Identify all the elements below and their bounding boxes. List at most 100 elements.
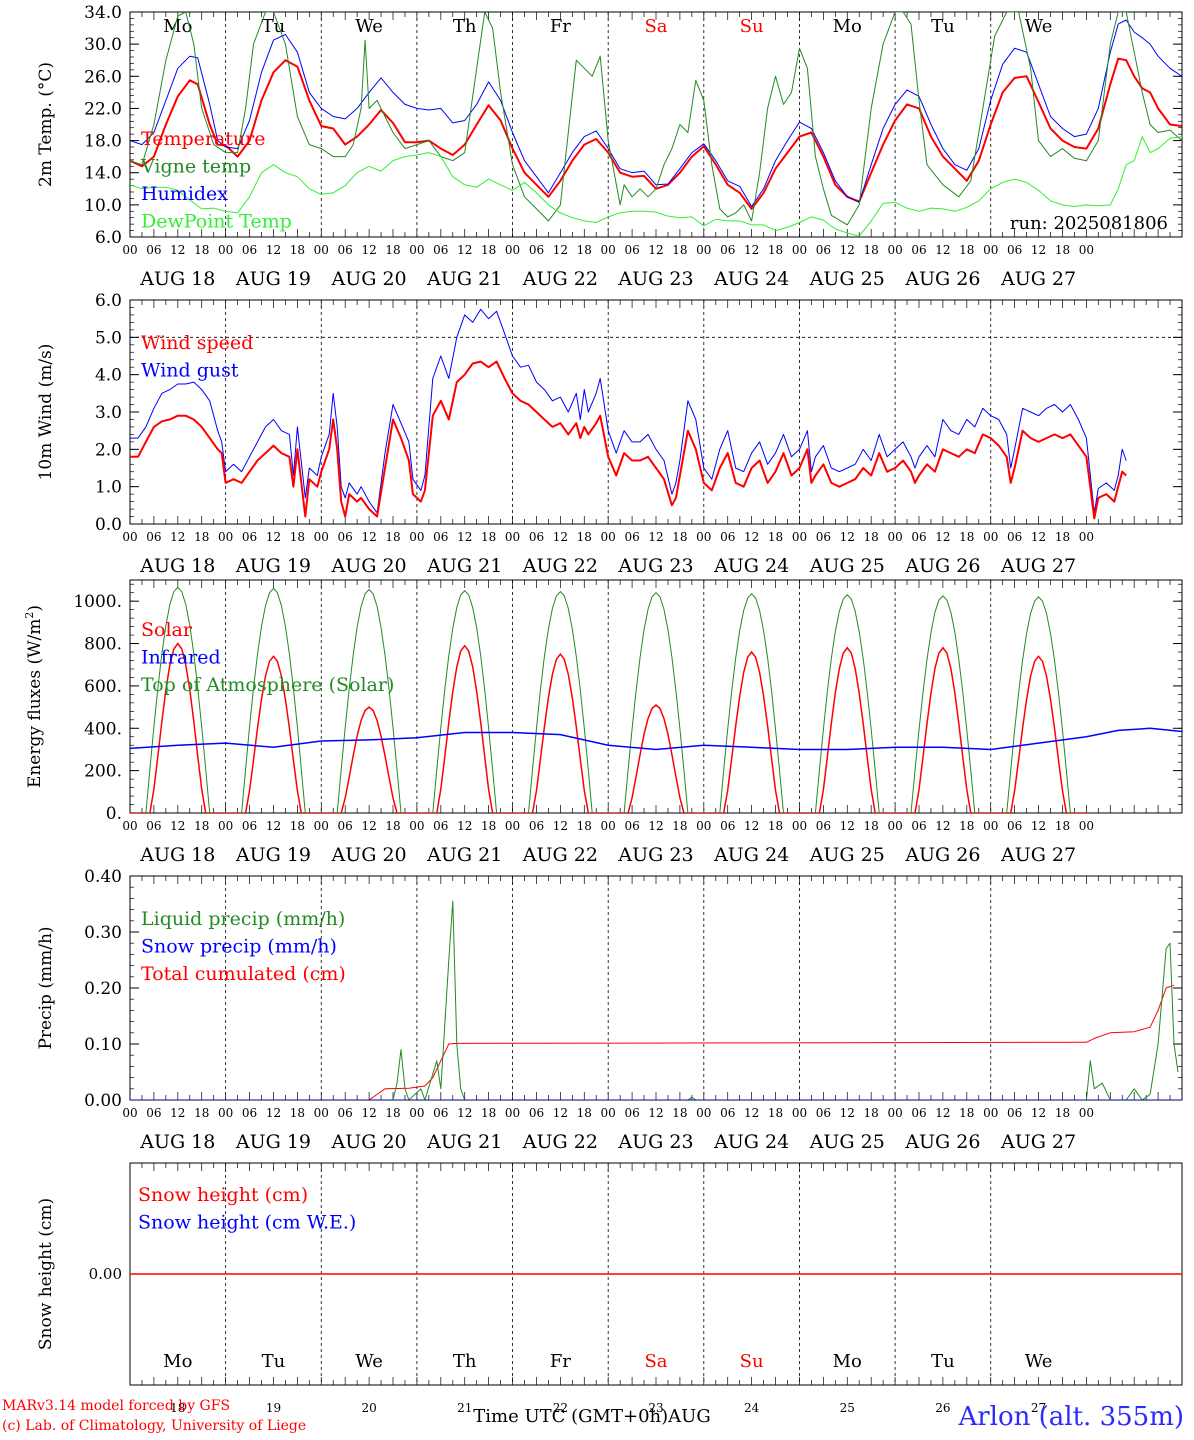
day-number-label: 22 bbox=[553, 1401, 568, 1415]
hour-label: 00 bbox=[696, 243, 711, 257]
hour-label: 18 bbox=[672, 1106, 687, 1120]
hour-label: 12 bbox=[361, 1106, 376, 1120]
date-label: AUG 21 bbox=[426, 555, 502, 577]
hour-label: 12 bbox=[553, 819, 568, 833]
date-label: AUG 19 bbox=[235, 555, 311, 577]
hour-label: 18 bbox=[864, 530, 879, 544]
credit-line-2: (c) Lab. of Climatology, University of L… bbox=[2, 1418, 307, 1434]
hour-label: 18 bbox=[577, 819, 592, 833]
weekday-label: Th bbox=[453, 1351, 477, 1372]
hour-label: 12 bbox=[266, 819, 281, 833]
hour-label: 06 bbox=[720, 819, 735, 833]
hour-label: 06 bbox=[720, 243, 735, 257]
date-label: AUG 19 bbox=[235, 268, 311, 290]
date-label: AUG 24 bbox=[713, 844, 789, 866]
legend-entry: Temperature bbox=[141, 128, 265, 150]
date-label: AUG 23 bbox=[617, 555, 693, 577]
date-label: AUG 26 bbox=[904, 268, 980, 290]
hour-label: 12 bbox=[361, 243, 376, 257]
hour-label: 18 bbox=[672, 243, 687, 257]
hour-label: 06 bbox=[911, 1106, 926, 1120]
y-tick-label: 3.0 bbox=[95, 403, 122, 423]
hour-label: 18 bbox=[1055, 530, 1070, 544]
hour-label: 00 bbox=[218, 243, 233, 257]
hour-label: 06 bbox=[624, 819, 639, 833]
legend-entry: Top of Atmosphere (Solar) bbox=[141, 674, 394, 696]
hour-label: 12 bbox=[744, 819, 759, 833]
hour-label: 00 bbox=[792, 243, 807, 257]
hour-label: 12 bbox=[935, 243, 950, 257]
series-line bbox=[130, 57, 1182, 210]
toa-solar-line bbox=[130, 586, 1087, 813]
weekday-label: Tu bbox=[931, 16, 955, 37]
y-axis-title: Energy fluxes (W/m2) bbox=[23, 605, 45, 788]
date-label: AUG 27 bbox=[1000, 555, 1076, 577]
hour-label: 12 bbox=[840, 819, 855, 833]
hour-label: 12 bbox=[553, 243, 568, 257]
y-tick-label: 0.00 bbox=[84, 1091, 122, 1111]
series-line bbox=[130, 308, 1127, 514]
y-tick-label: 2.0 bbox=[95, 440, 122, 460]
hour-label: 06 bbox=[146, 819, 161, 833]
hour-label: 06 bbox=[242, 243, 257, 257]
weekday-label: We bbox=[1025, 16, 1053, 37]
weekday-label: Tu bbox=[262, 1351, 286, 1372]
hour-label: 12 bbox=[648, 243, 663, 257]
hour-label: 00 bbox=[505, 530, 520, 544]
hour-label: 06 bbox=[242, 1106, 257, 1120]
y-tick-label: 5.0 bbox=[95, 328, 122, 348]
hour-label: 06 bbox=[816, 1106, 831, 1120]
date-label: AUG 24 bbox=[713, 1131, 789, 1153]
hour-label: 06 bbox=[1007, 819, 1022, 833]
hour-label: 18 bbox=[1055, 1106, 1070, 1120]
hour-label: 06 bbox=[529, 819, 544, 833]
y-tick-label: 800. bbox=[84, 635, 122, 655]
hour-label: 06 bbox=[338, 530, 353, 544]
series-group bbox=[130, 308, 1127, 520]
hour-label: 06 bbox=[816, 243, 831, 257]
series-line bbox=[130, 136, 1182, 237]
legend-entry: Total cumulated (cm) bbox=[141, 963, 346, 985]
date-label: AUG 21 bbox=[426, 1131, 502, 1153]
hour-label: 06 bbox=[911, 530, 926, 544]
hour-label: 00 bbox=[887, 819, 902, 833]
hour-label: 18 bbox=[481, 819, 496, 833]
day-number-label: 21 bbox=[457, 1401, 472, 1415]
hour-label: 12 bbox=[553, 1106, 568, 1120]
hour-label: 00 bbox=[792, 1106, 807, 1120]
hour-label: 18 bbox=[1055, 819, 1070, 833]
y-tick-label: 14.0 bbox=[84, 164, 122, 184]
hour-label: 18 bbox=[290, 819, 305, 833]
hour-label: 18 bbox=[864, 243, 879, 257]
weekday-label: Mo bbox=[833, 16, 862, 37]
series-line bbox=[130, 19, 1182, 207]
hour-label: 06 bbox=[433, 819, 448, 833]
hour-label: 12 bbox=[648, 530, 663, 544]
hour-label: 12 bbox=[266, 243, 281, 257]
date-label: AUG 20 bbox=[331, 555, 407, 577]
legend-entry: Infrared bbox=[141, 647, 221, 669]
hour-label: 18 bbox=[672, 819, 687, 833]
legend-entry: Snow precip (mm/h) bbox=[141, 936, 337, 958]
day-number-label: 25 bbox=[840, 1401, 855, 1415]
hour-label: 06 bbox=[529, 1106, 544, 1120]
hour-label: 12 bbox=[361, 819, 376, 833]
hour-label: 12 bbox=[1031, 819, 1046, 833]
hour-label: 18 bbox=[959, 243, 974, 257]
y-tick-label: 0. bbox=[106, 804, 122, 824]
y-tick-label: 0.10 bbox=[84, 1035, 122, 1055]
date-label: AUG 25 bbox=[809, 1131, 885, 1153]
hour-label: 00 bbox=[601, 243, 616, 257]
date-label: AUG 22 bbox=[522, 1131, 598, 1153]
y-tick-label: 6.0 bbox=[95, 291, 122, 311]
hour-label: 00 bbox=[122, 819, 137, 833]
date-label: AUG 23 bbox=[617, 844, 693, 866]
hour-label: 18 bbox=[194, 530, 209, 544]
series-group bbox=[130, 900, 1182, 1100]
hour-label: 00 bbox=[505, 819, 520, 833]
hour-label: 00 bbox=[887, 1106, 902, 1120]
hour-label: 06 bbox=[146, 1106, 161, 1120]
hour-label: 18 bbox=[481, 1106, 496, 1120]
day-number-label: 19 bbox=[266, 1401, 281, 1415]
